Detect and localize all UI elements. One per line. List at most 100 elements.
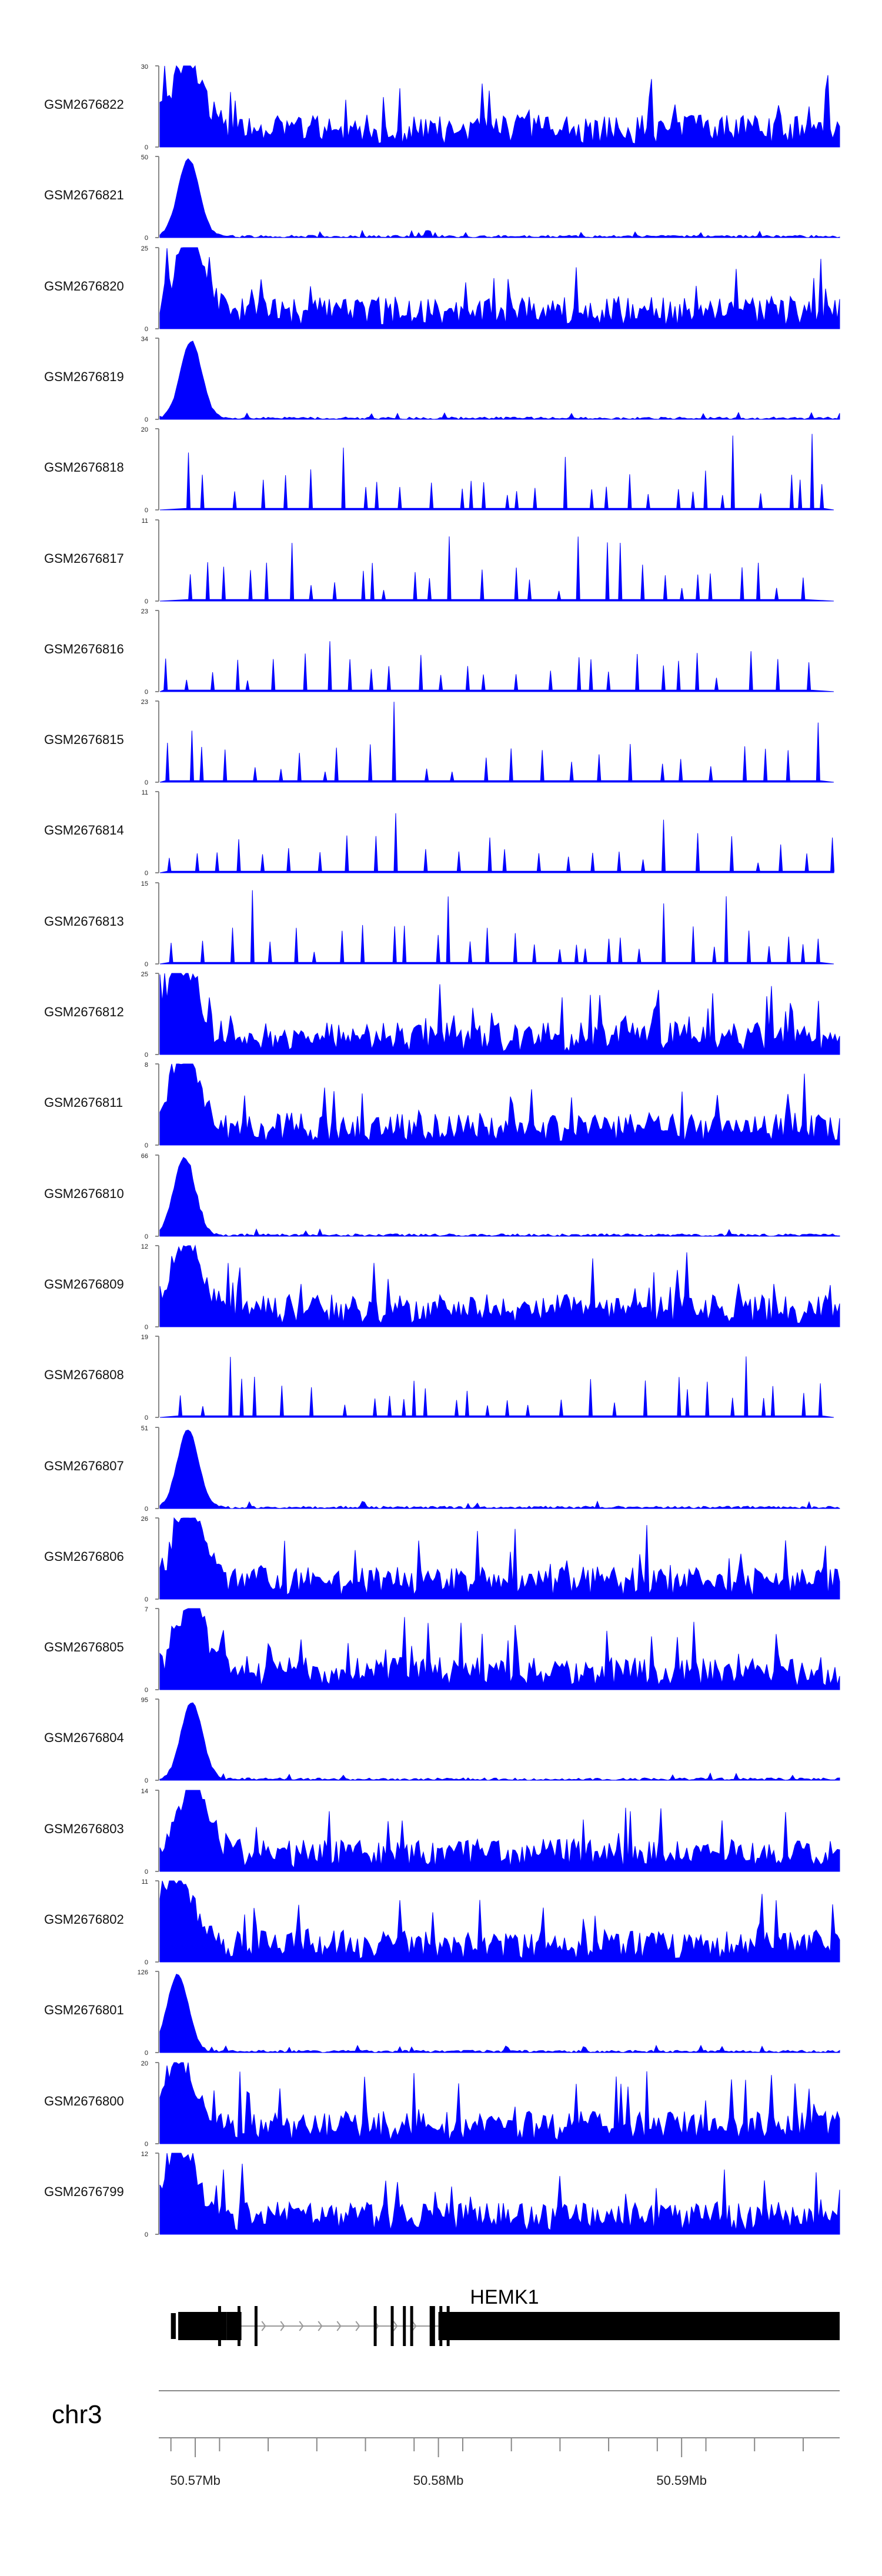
track-label: GSM2676811 (44, 1095, 123, 1110)
coverage-area (159, 158, 840, 238)
y-max-label: 23 (141, 608, 148, 615)
exon (390, 2306, 394, 2346)
gene-track: HEMK1 (171, 2286, 840, 2346)
track-GSM2676803: GSM2676803 14 0 (44, 1788, 840, 1876)
y-max-label: 20 (141, 2060, 148, 2067)
coverage-area (159, 1790, 840, 1872)
coverage-area (159, 536, 834, 602)
x-tick-label: 50.58Mb (413, 2473, 464, 2488)
coverage-area (159, 2062, 840, 2144)
exon (410, 2306, 413, 2346)
track-label: GSM2676821 (44, 188, 124, 202)
coverage-area (159, 641, 834, 692)
track-GSM2676816: GSM2676816 23 0 (44, 608, 834, 696)
track-label: GSM2676818 (44, 460, 124, 475)
strand-arrow (280, 2321, 285, 2331)
y-max-label: 51 (141, 1425, 148, 1432)
track-GSM2676800: GSM2676800 20 0 (44, 2060, 840, 2148)
track-label: GSM2676800 (44, 2094, 124, 2108)
y-max-label: 25 (141, 971, 148, 978)
track-label: GSM2676815 (44, 732, 124, 747)
y-max-label: 66 (141, 1153, 148, 1160)
coverage-area (159, 813, 835, 873)
track-GSM2676809: GSM2676809 12 0 (44, 1243, 840, 1331)
y-min-label: 0 (145, 1687, 148, 1694)
track-label: GSM2676813 (44, 914, 124, 929)
strand-arrow (393, 2321, 398, 2331)
genome-axis: 50.57Mb 50.58Mb 50.59Mb (159, 2437, 840, 2488)
track-GSM2676815: GSM2676815 23 0 (44, 699, 834, 786)
track-label: GSM2676812 (44, 1005, 124, 1019)
coverage-area (159, 1608, 840, 1690)
y-max-label: 26 (141, 1516, 148, 1523)
track-label: GSM2676803 (44, 1821, 124, 1836)
strand-arrow (318, 2321, 323, 2331)
track-GSM2676822: GSM2676822 30 0 (44, 64, 840, 151)
y-max-label: 8 (145, 1062, 148, 1069)
exon (432, 2306, 435, 2346)
y-max-label: 11 (142, 518, 148, 525)
coverage-area (159, 433, 834, 510)
track-label: GSM2676809 (44, 1277, 124, 1292)
coverage-area (159, 1880, 840, 1963)
coverage-tracks: GSM2676822300GSM2676821500GSM2676820250G… (44, 64, 840, 2238)
track-GSM2676804: GSM2676804 95 0 (44, 1697, 840, 1784)
y-min-label: 0 (145, 1142, 148, 1149)
y-max-label: 12 (141, 1243, 148, 1250)
strand-arrow (261, 2321, 266, 2331)
y-min-label: 0 (145, 1414, 148, 1422)
coverage-area (159, 1429, 840, 1509)
exon (237, 2306, 240, 2346)
y-max-label: 7 (145, 1606, 148, 1613)
track-GSM2676817: GSM2676817 11 0 (44, 518, 834, 605)
track-GSM2676808: GSM2676808 19 0 (44, 1334, 834, 1422)
strand-arrow (412, 2321, 417, 2331)
track-label: GSM2676808 (44, 1367, 124, 1382)
y-min-label: 0 (145, 1052, 148, 1059)
track-label: GSM2676819 (44, 369, 124, 384)
track-label: GSM2676822 (44, 97, 124, 112)
track-label: GSM2676806 (44, 1549, 124, 1564)
gene-model (171, 2306, 840, 2346)
y-min-label: 0 (145, 326, 148, 333)
y-max-label: 95 (141, 1697, 148, 1704)
track-GSM2676820: GSM2676820 25 0 (44, 245, 840, 333)
y-max-label: 25 (141, 245, 148, 252)
y-min-label: 0 (145, 2050, 148, 2057)
y-min-label: 0 (145, 2141, 148, 2148)
y-min-label: 0 (145, 144, 148, 151)
track-GSM2676821: GSM2676821 50 0 (44, 154, 840, 242)
track-GSM2676819: GSM2676819 34 0 (44, 336, 840, 423)
y-max-label: 11 (142, 789, 148, 796)
coding-block (438, 2312, 840, 2340)
track-label: GSM2676804 (44, 1730, 124, 1745)
track-GSM2676806: GSM2676806 26 0 (44, 1516, 840, 1603)
y-min-label: 0 (145, 1596, 148, 1603)
track-GSM2676802: GSM2676802 11 0 (44, 1878, 840, 1966)
exon (218, 2306, 221, 2346)
chromosome-track: chr3 (52, 2390, 840, 2429)
y-min-label: 0 (145, 235, 148, 242)
track-label: GSM2676799 (44, 2184, 124, 2199)
coverage-area (159, 1063, 840, 1146)
y-min-label: 0 (145, 507, 148, 514)
y-min-label: 0 (145, 1324, 148, 1331)
coverage-area (159, 973, 840, 1055)
x-tick-label: 50.57Mb (170, 2473, 220, 2488)
y-max-label: 19 (141, 1334, 148, 1341)
strand-arrow (299, 2321, 304, 2331)
coverage-area (159, 702, 834, 783)
track-label: GSM2676816 (44, 642, 124, 656)
y-min-label: 0 (145, 1868, 148, 1876)
y-max-label: 30 (141, 64, 148, 71)
coverage-area (159, 247, 840, 329)
y-min-label: 0 (145, 598, 148, 605)
gene-name-label: HEMK1 (470, 2286, 539, 2308)
exon (439, 2306, 443, 2346)
y-min-label: 0 (145, 1959, 148, 1966)
exon (403, 2306, 406, 2346)
y-max-label: 11 (142, 1878, 148, 1886)
track-GSM2676818: GSM2676818 20 0 (44, 426, 834, 514)
axis-ticks: 50.57Mb 50.58Mb 50.59Mb (170, 2438, 804, 2488)
y-max-label: 12 (141, 2151, 148, 2158)
